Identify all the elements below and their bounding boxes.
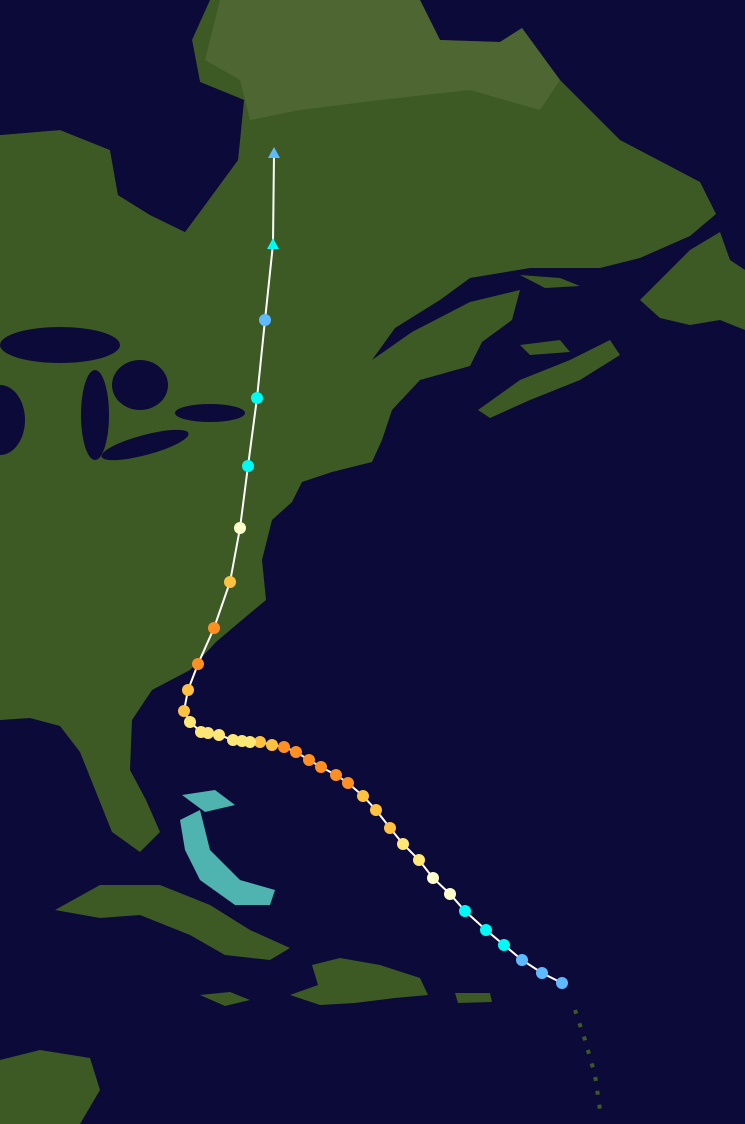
north-america-mainland: [0, 0, 716, 852]
track-point-c1: [444, 888, 456, 900]
track-point-c3: [266, 739, 278, 751]
lake-huron: [112, 360, 168, 410]
track-point-c4: [192, 658, 204, 670]
track-point-c2: [184, 716, 196, 728]
track-point-ts: [459, 905, 471, 917]
track-point-td: [556, 977, 568, 989]
track-point-c2: [213, 729, 225, 741]
newfoundland: [640, 232, 745, 330]
lake-winnipeg-area: [0, 385, 25, 455]
track-point-c3: [370, 804, 382, 816]
track-point-c4: [278, 741, 290, 753]
track-point-td: [536, 967, 548, 979]
track-point-c2: [195, 726, 207, 738]
bahamas-banks: [180, 810, 275, 905]
bahamas-north: [182, 790, 235, 812]
track-point-c3: [357, 790, 369, 802]
lesser-antilles: [573, 1009, 602, 1111]
track-point-ts: [480, 924, 492, 936]
jamaica: [200, 992, 250, 1006]
track-point-c3: [254, 736, 266, 748]
track-point-c3: [178, 705, 190, 717]
track-point-c2: [236, 735, 248, 747]
track-point-td: [268, 147, 280, 158]
lake-superior: [0, 327, 120, 363]
hispaniola: [290, 958, 428, 1005]
lake-ontario: [175, 404, 245, 422]
track-point-ts: [267, 238, 279, 249]
track-point-c1: [427, 872, 439, 884]
track-point-c4: [208, 622, 220, 634]
north-highlands: [205, 0, 560, 120]
track-point-c2: [397, 838, 409, 850]
hudson-bay-south: [0, 0, 244, 232]
lake-michigan: [81, 370, 109, 460]
track-point-c3: [182, 684, 194, 696]
anticosti: [520, 275, 580, 288]
track-point-ts: [251, 392, 263, 404]
prince-edward-island: [520, 340, 570, 355]
storm-track: [178, 147, 568, 989]
track-point-c4: [290, 746, 302, 758]
puerto-rico: [455, 993, 492, 1003]
lake-erie: [101, 429, 189, 461]
track-point-c4: [330, 769, 342, 781]
track-point-ts: [242, 460, 254, 472]
track-point-c4: [315, 761, 327, 773]
track-point-c4: [303, 754, 315, 766]
track-point-c4: [342, 777, 354, 789]
track-point-td: [516, 954, 528, 966]
nova-scotia: [478, 340, 620, 418]
track-point-c1: [234, 522, 246, 534]
yucatan: [0, 1050, 100, 1124]
cuba: [55, 885, 290, 960]
track-point-c3: [384, 822, 396, 834]
track-point-c2: [413, 854, 425, 866]
track-point-td: [259, 314, 271, 326]
track-point-ts: [498, 939, 510, 951]
track-point-c2: [227, 734, 239, 746]
track-point-c3: [224, 576, 236, 588]
